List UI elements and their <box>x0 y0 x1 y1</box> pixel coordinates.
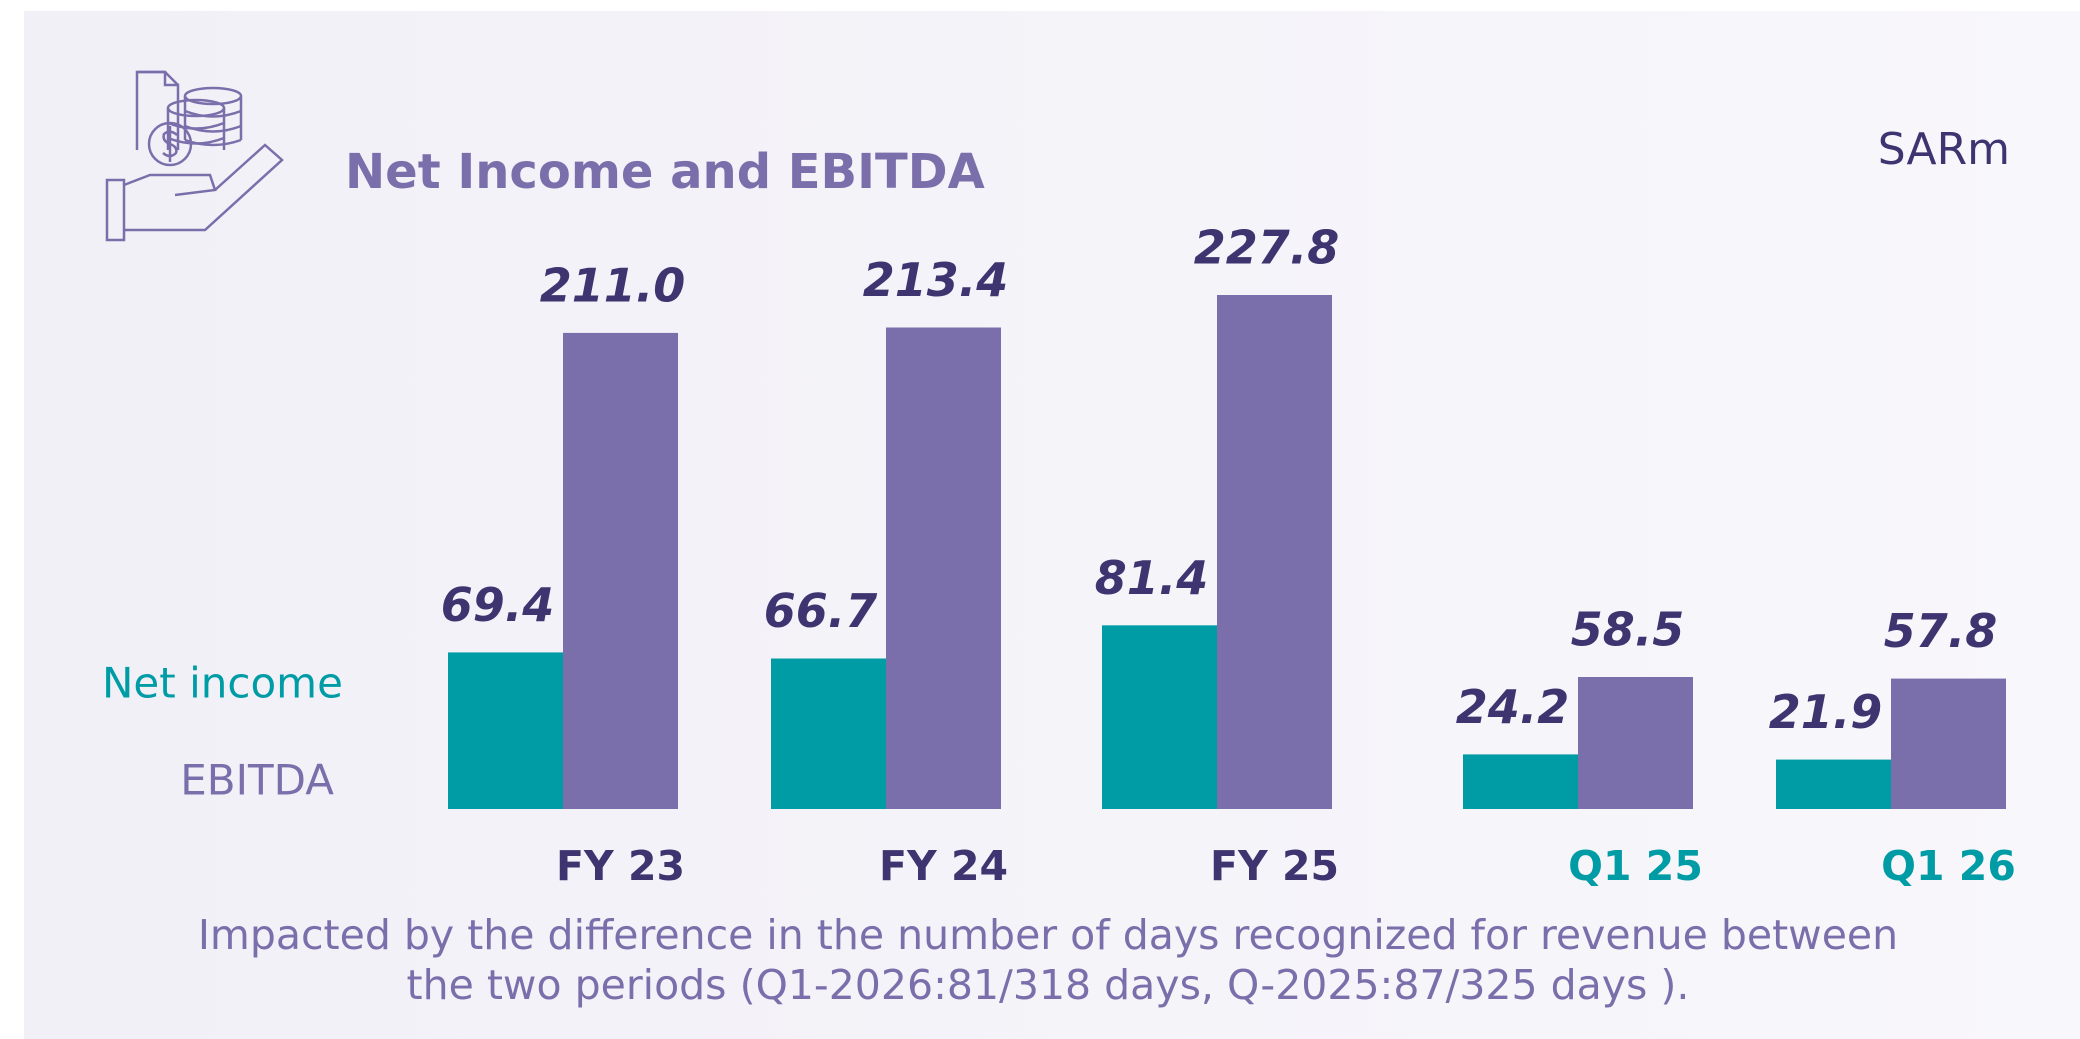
data-label: 66.7 <box>764 584 878 638</box>
bar <box>771 658 886 809</box>
data-label: 58.5 <box>1571 603 1685 657</box>
x-tick-label: Q1 26 <box>1881 842 2016 890</box>
x-tick-label: FY 23 <box>556 842 685 890</box>
icon <box>105 70 284 242</box>
chart-title: Net Income and EBITDA <box>345 144 985 200</box>
bar <box>886 327 1001 809</box>
data-label: 21.9 <box>1769 685 1883 739</box>
bar <box>448 652 563 809</box>
x-tick-label: FY 24 <box>879 842 1008 890</box>
panel <box>24 11 2080 1039</box>
bar <box>1776 759 1891 809</box>
bar <box>563 332 678 809</box>
unit-label: SARm <box>1878 124 2010 175</box>
data-label: 81.4 <box>1095 551 1209 605</box>
legend-entry: Net income <box>102 659 343 708</box>
data-label: 69.4 <box>441 578 555 632</box>
data-label: 227.8 <box>1194 221 1340 275</box>
bar <box>1891 678 2006 809</box>
bar <box>1217 295 1332 809</box>
x-tick-label: FY 25 <box>1210 842 1339 890</box>
bar <box>1578 677 1693 809</box>
data-label: 211.0 <box>540 258 686 312</box>
bar <box>1102 625 1217 809</box>
x-tick-label: Q1 25 <box>1568 842 1703 890</box>
data-label: 24.2 <box>1456 680 1570 734</box>
data-label: 57.8 <box>1884 604 1998 658</box>
legend-entry: EBITDA <box>180 756 334 805</box>
bar <box>1463 754 1578 809</box>
data-label: 213.4 <box>863 253 1009 307</box>
footnote: the two periods (Q1-2026:81/318 days, Q-… <box>407 961 1690 1009</box>
footnote: Impacted by the difference in the number… <box>198 911 1898 959</box>
